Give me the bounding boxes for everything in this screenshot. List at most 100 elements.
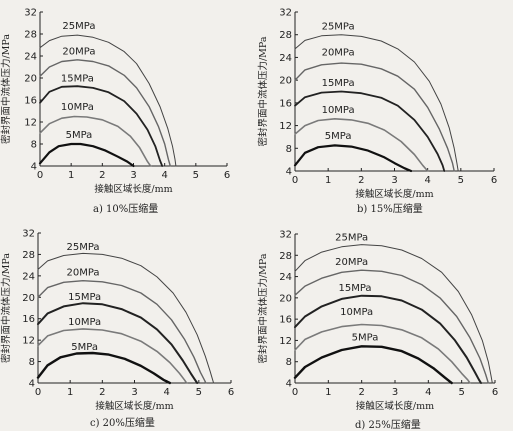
x-tick-label: 6 [228,387,234,398]
curve-label: 20MPa [62,46,95,57]
series-line-10mpa [294,118,429,172]
y-axis-title: 密封界面中流体压力/MPa [0,34,12,144]
x-tick-label: 6 [491,175,497,186]
x-tick-label: 5 [458,175,464,186]
x-tick-label: 2 [358,387,364,398]
y-tick-label: 32 [279,230,292,241]
chart-caption: d) 25%压缩量 [355,420,421,431]
chart-svg-b: 0 1 2 3 4 5 64812162024283225MPa20MPa15MPa10MP… [257,8,497,201]
x-tick-label: 5 [458,387,464,398]
y-tick-label: 28 [22,250,35,261]
y-tick-label: 28 [24,30,37,41]
y-tick-label: 16 [279,98,292,109]
y-tick-label: 24 [22,271,35,282]
curve-label: 20MPa [335,257,368,268]
x-tick-label: 4 [163,387,169,398]
y-tick-label: 32 [279,8,292,19]
x-tick-label: 1 [325,387,331,398]
curve-label: 15MPa [61,73,94,84]
x-tick-label: 1 [325,175,331,186]
series-line-25mpa [294,244,493,384]
series-line-10mpa [39,115,152,167]
x-tick-label: 2 [358,175,364,186]
chart-panel-a: 0 1 2 3 4 5 6 4 8 12 16 20 24 28 32 25MPa 20MPa 15MPa 10MP… [0,0,256,216]
y-tick-label: 28 [279,30,292,41]
y-tick-label: 20 [22,293,35,304]
series-line-5mpa [293,144,413,173]
x-tick-label: 2 [99,170,105,181]
y-tick-label: 24 [24,52,37,63]
curve-label: 5MPa [66,130,93,141]
curve-label: 5MPa [352,332,379,343]
y-tick-label: 8 [29,357,35,368]
chart-svg-a: 0 1 2 3 4 5 64812162024283225MPa20MPa15MPa10MP… [0,8,230,196]
x-tick-label: 3 [130,170,136,181]
curve-label: 5MPa [325,131,352,142]
curve-label: 25MPa [62,21,95,32]
y-tick-label: 8 [286,144,292,155]
curve-label: 10MPa [340,307,373,318]
series-line-25mpa [37,252,215,384]
x-axis-title: 接触区域长度/mm [95,400,173,412]
y-tick-label: 12 [279,336,292,347]
x-axis-title: 接触区域长度/mm [356,400,434,412]
y-tick-label: 12 [22,336,35,347]
x-tick-label: 4 [161,170,167,181]
y-axis-title: 密封界面中流体压力/MPa [0,253,12,363]
series-line-20mpa [294,269,490,384]
curve-label: 20MPa [67,267,100,278]
series-line-25mpa [294,34,459,172]
x-tick-label: 0 [35,387,41,398]
y-tick-label: 8 [31,140,37,151]
series-line-15mpa [294,90,446,172]
curve-label: 10MPa [68,317,101,328]
x-axis-title: 接触区域长度/mm [94,183,172,195]
y-tick-label: 4 [31,162,37,173]
series-line-5mpa [38,142,135,168]
chart-caption: a) 10%压缩量 [93,204,159,215]
x-tick-label: 2 [99,387,105,398]
curve-label: 20MPa [322,48,355,59]
x-tick-label: 0 [292,175,298,186]
series-line-10mpa [37,328,188,384]
curve-label: 5MPa [71,342,98,353]
y-tick-label: 8 [286,357,292,368]
chart-panel-d: 0 1 2 3 4 5 6 4 8 12 16 20 24 28 32 25MPa 20MPa 15MPa 10MP… [257,216,513,431]
x-tick-label: 1 [67,387,73,398]
chart-panel-b: 0 1 2 3 4 5 6 4 8 12 16 20 24 28 32 25MPa 20MPa 15MPa 10MP… [257,0,513,216]
series-line-5mpa [293,345,453,385]
curve-label: 15MPa [322,78,355,89]
x-tick-label: 5 [196,387,202,398]
series-line-20mpa [39,59,172,167]
y-tick-label: 4 [286,167,292,178]
y-tick-label: 16 [279,315,292,326]
x-tick-label: 3 [391,175,397,186]
series-line-20mpa [37,279,207,384]
y-tick-label: 32 [24,8,37,19]
curve-label: 15MPa [338,283,371,294]
series-line-25mpa [39,34,177,167]
series-line-15mpa [294,294,482,384]
chart-svg-c: 0 1 2 3 4 5 64812162024283225MPa20MPa15MPa10MP… [0,229,234,413]
x-tick-label: 0 [292,387,298,398]
y-tick-label: 12 [24,118,37,129]
chart-panel-c: 0 1 2 3 4 5 6 4 8 12 16 20 24 28 32 25MPa 20MPa 15MPa 10MP… [0,216,256,431]
y-tick-label: 4 [29,379,35,390]
x-tick-label: 3 [131,387,137,398]
y-tick-label: 28 [279,251,292,262]
y-tick-label: 16 [22,314,35,325]
x-tick-label: 6 [224,170,230,181]
x-tick-label: 4 [425,387,431,398]
series-line-15mpa [39,85,164,167]
y-tick-label: 4 [286,379,292,390]
series-line-10mpa [294,323,471,384]
x-tick-label: 0 [37,170,43,181]
curve-label: 10MPa [322,105,355,116]
curve-label: 25MPa [335,232,368,243]
y-axis-title: 密封界面中流体压力/MPa [257,253,269,363]
y-tick-label: 32 [22,229,35,240]
series-line-20mpa [294,62,455,172]
x-tick-label: 4 [424,175,430,186]
